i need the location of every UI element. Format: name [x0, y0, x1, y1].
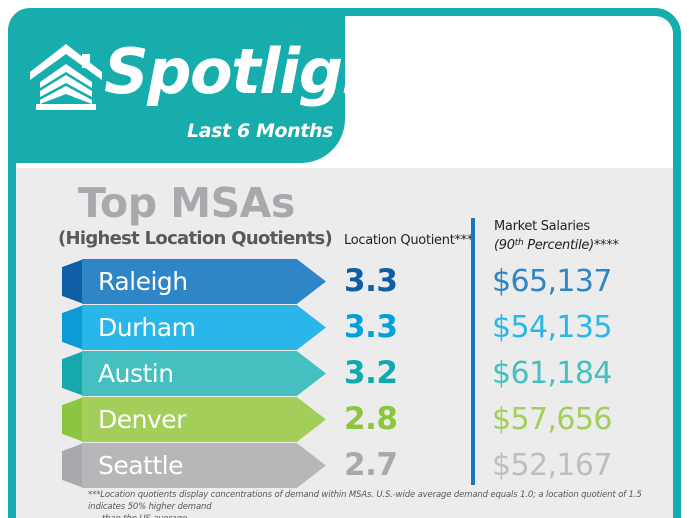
column-header-location-quotient: Location Quotient***	[344, 233, 474, 248]
arrow-bar	[82, 305, 326, 350]
table-row: Durham 3.3 $54,135	[0, 305, 689, 350]
msa-name: Denver	[98, 405, 186, 434]
market-salary-value: $65,137	[492, 264, 612, 299]
location-quotient-value: 2.8	[344, 401, 398, 437]
ribbon-fold	[62, 305, 84, 350]
period-label: Last 6 Months	[187, 120, 333, 142]
column-header-salaries-line1: Market Salaries	[494, 219, 590, 234]
table-row: Denver 2.8 $57,656	[0, 397, 689, 442]
table-row: Raleigh 3.3 $65,137	[0, 259, 689, 304]
location-quotient-value: 3.3	[344, 309, 398, 345]
arrow-bar	[82, 443, 326, 488]
arrow-bar	[82, 259, 326, 304]
market-salary-value: $52,167	[492, 448, 612, 483]
msa-name: Durham	[98, 313, 196, 342]
market-salary-value: $54,135	[492, 310, 612, 345]
section-subtitle: (Highest Location Quotients)	[58, 228, 333, 249]
arrow-bar	[82, 351, 326, 396]
header-occupation-panel: Property Manager/ Community Manager	[345, 8, 681, 163]
footnote-line2: than the US average.	[88, 513, 648, 518]
house-icon	[30, 44, 102, 110]
ribbon-fold	[62, 443, 84, 488]
footnote-line1: ***Location quotients display concentrat…	[88, 490, 642, 512]
section-title: Top MSAs	[78, 179, 295, 227]
msa-name: Raleigh	[98, 267, 188, 296]
column-header-market-salaries: Market Salaries (90th Percentile)****	[494, 219, 689, 254]
ribbon-fold	[62, 397, 84, 442]
ribbon-fold	[62, 351, 84, 396]
arrow-bar	[82, 397, 326, 442]
ribbon-fold	[62, 259, 84, 304]
table-row: Seattle 2.7 $52,167	[0, 443, 689, 488]
column-divider	[471, 218, 475, 485]
table-row: Austin 3.2 $61,184	[0, 351, 689, 396]
location-quotient-value: 3.2	[344, 355, 398, 391]
market-salary-value: $57,656	[492, 402, 612, 437]
location-quotient-value: 2.7	[344, 447, 398, 483]
column-header-salaries-line2: (90th Percentile)****	[494, 238, 619, 253]
msa-name: Austin	[98, 359, 174, 388]
msa-name: Seattle	[98, 451, 184, 480]
footnote: ***Location quotients display concentrat…	[88, 489, 648, 518]
location-quotient-value: 3.3	[344, 263, 398, 299]
market-salary-value: $61,184	[492, 356, 612, 391]
